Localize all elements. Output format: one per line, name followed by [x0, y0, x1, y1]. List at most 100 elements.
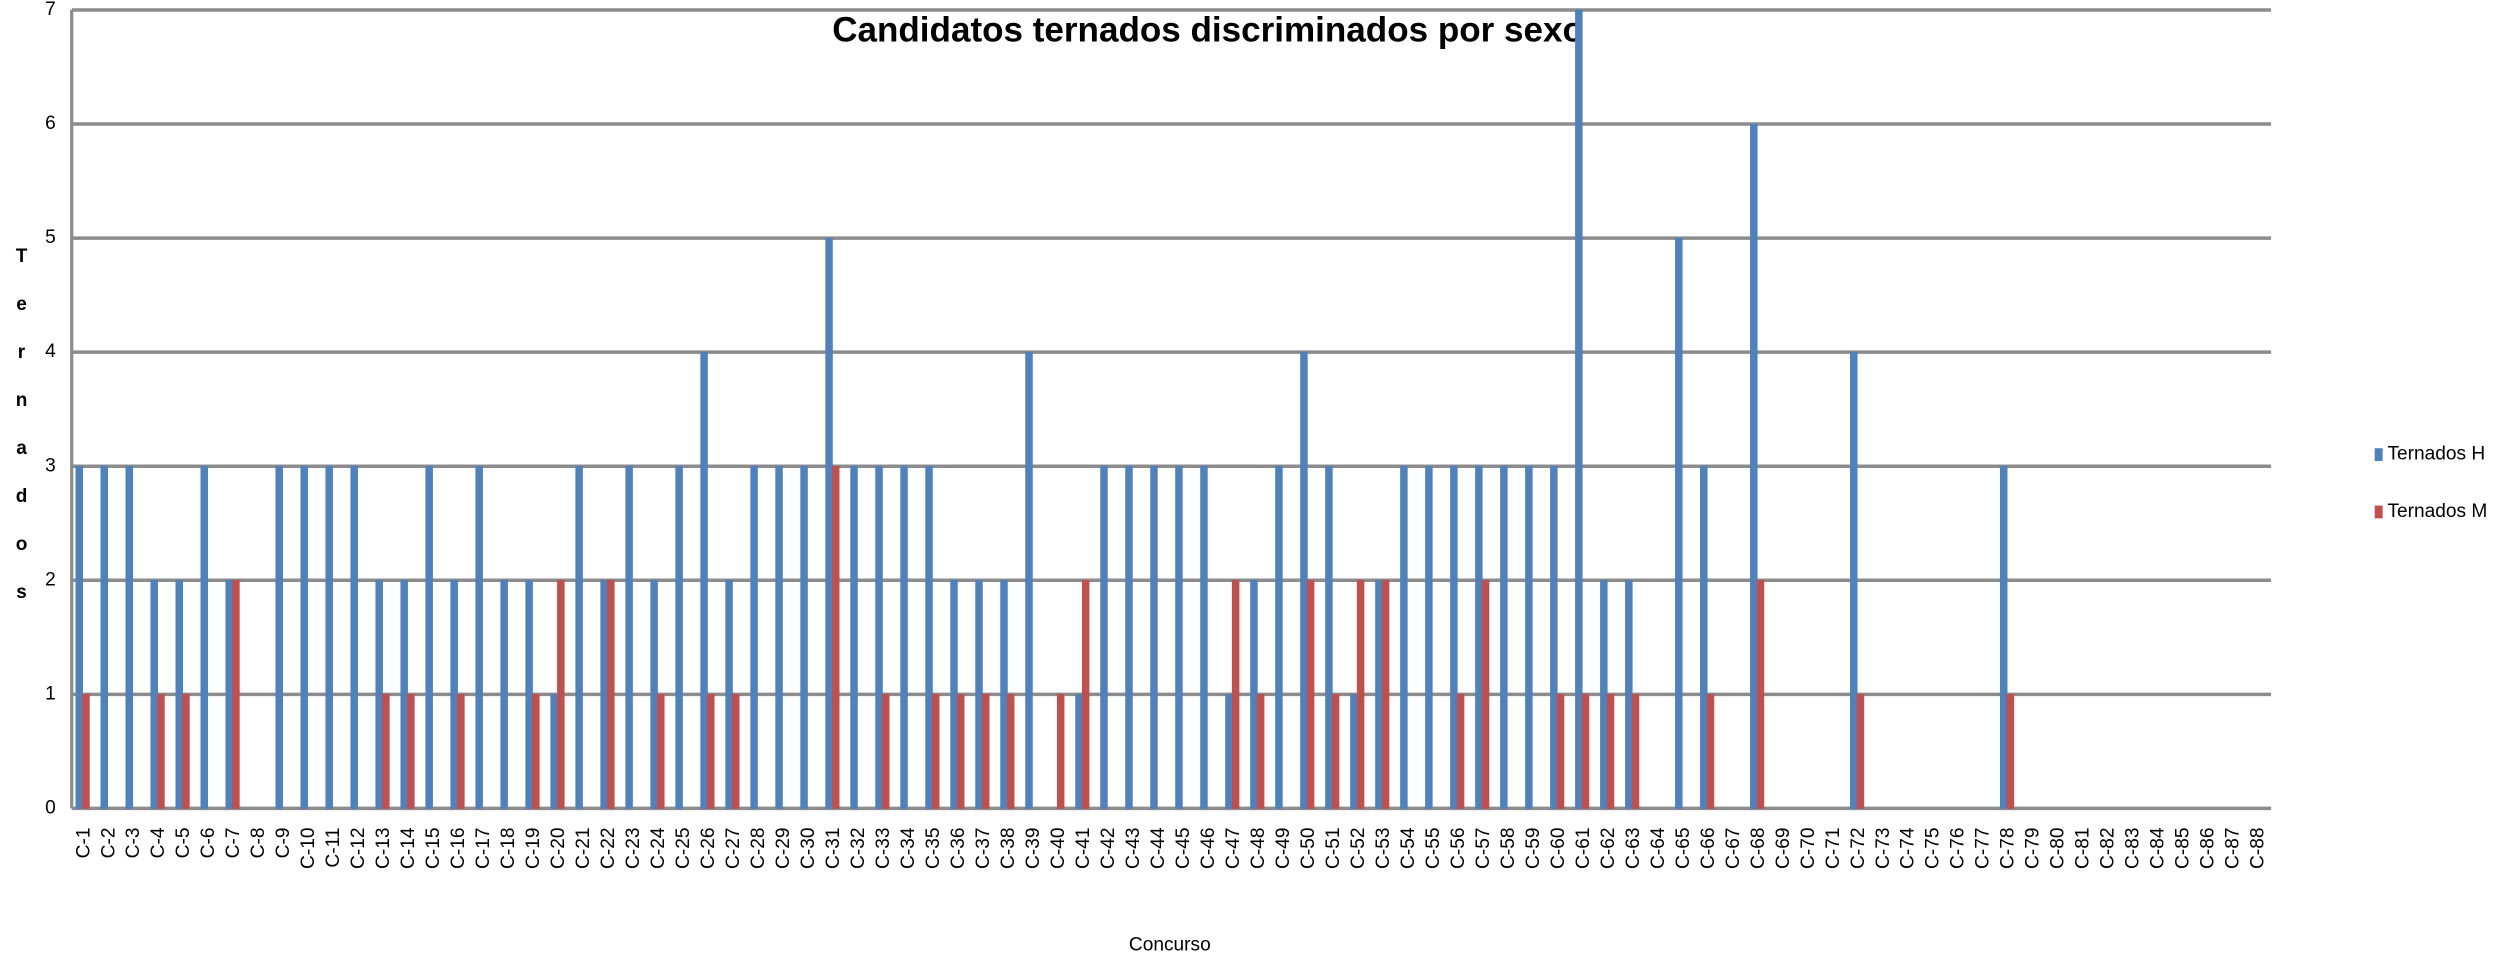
x-tick-label: C-25 — [673, 828, 694, 869]
bar — [1275, 465, 1283, 809]
bar — [1756, 579, 1765, 809]
x-tick-label: C-2 — [98, 828, 119, 859]
bar — [1850, 351, 1858, 809]
bar — [232, 579, 240, 809]
bar — [82, 693, 90, 809]
bar — [700, 351, 708, 809]
bar — [450, 579, 458, 809]
x-tick-label: C-48 — [1248, 828, 1269, 869]
x-tick-label: C-43 — [1123, 828, 1144, 869]
bar — [1500, 465, 1508, 809]
x-tick-label: C-30 — [798, 828, 819, 869]
x-tick-label: C-59 — [1523, 828, 1544, 869]
bar — [1581, 693, 1590, 809]
legend-swatch — [2374, 448, 2383, 461]
x-tick-label: C-73 — [1873, 828, 1894, 869]
x-tick-label: C-52 — [1348, 828, 1369, 869]
bar — [1456, 693, 1465, 809]
x-tick-label: C-21 — [573, 828, 594, 869]
bar — [75, 465, 84, 809]
bar — [1300, 351, 1308, 809]
bar — [1556, 693, 1565, 809]
x-tick-label: C-88 — [2248, 828, 2269, 869]
bar — [325, 465, 333, 809]
x-tick-label: C-22 — [598, 828, 619, 869]
legend-label: Ternados H — [2387, 444, 2485, 465]
x-tick-label: C-13 — [373, 828, 394, 869]
bar — [1575, 9, 1583, 809]
legend-label: Ternados M — [2387, 501, 2487, 522]
bar — [1056, 693, 1065, 809]
bar — [1175, 465, 1183, 809]
x-tick-label: C-54 — [1398, 827, 1419, 869]
x-tick-label: C-23 — [623, 828, 644, 869]
bar — [575, 465, 583, 809]
y-tick-label: 0 — [45, 797, 56, 818]
x-tick-label: C-31 — [823, 828, 844, 869]
bar — [1331, 693, 1340, 809]
bar — [657, 693, 665, 809]
x-tick-label: C-61 — [1573, 828, 1594, 869]
bar — [956, 693, 965, 809]
x-tick-label: C-45 — [1173, 828, 1194, 869]
bar — [1600, 579, 1608, 809]
bar — [1856, 693, 1865, 809]
bar — [1700, 465, 1708, 809]
x-tick-label: C-77 — [1973, 828, 1994, 869]
x-tick-label: C-71 — [1823, 828, 1844, 869]
bar — [525, 579, 533, 809]
x-tick-label: C-26 — [698, 828, 719, 869]
bar — [1675, 237, 1683, 809]
bar — [800, 465, 808, 809]
bar — [275, 465, 283, 809]
bar — [1356, 579, 1365, 809]
bar — [1025, 351, 1033, 809]
x-tick-label: C-70 — [1798, 828, 1819, 869]
x-tick-label: C-34 — [898, 827, 919, 869]
x-tick-label: C-83 — [2123, 828, 2144, 869]
x-tick-label: C-75 — [1923, 828, 1944, 869]
x-tick-label: C-8 — [248, 828, 269, 859]
x-tick-label: C-84 — [2148, 827, 2169, 869]
x-tick-label: C-63 — [1623, 828, 1644, 869]
bar — [1125, 465, 1133, 809]
bar — [1325, 465, 1333, 809]
x-tick-label: C-11 — [323, 828, 344, 868]
x-tick-label: C-33 — [873, 828, 894, 869]
bar — [100, 465, 109, 809]
bar — [832, 465, 840, 809]
x-tick-label: C-42 — [1098, 828, 1119, 869]
bar — [1225, 693, 1233, 809]
bar — [732, 693, 740, 809]
y-tick-label: 2 — [45, 569, 56, 590]
x-tick-label: C-35 — [923, 828, 944, 869]
bar — [1375, 579, 1383, 809]
y-tick-label: 5 — [45, 227, 56, 248]
x-tick-label: C-53 — [1373, 828, 1394, 869]
x-tick-label: C-15 — [423, 828, 444, 869]
bar — [1481, 579, 1490, 809]
bar — [375, 579, 383, 809]
y-tick-label: 6 — [45, 113, 56, 134]
x-tick-label: C-50 — [1298, 828, 1319, 869]
bar — [475, 465, 483, 809]
bar — [875, 465, 883, 809]
bar — [975, 579, 983, 809]
bar — [157, 693, 165, 809]
bar — [407, 693, 415, 809]
x-tick-label: C-64 — [1648, 827, 1669, 869]
x-tick-label: C-28 — [748, 828, 769, 869]
x-tick-label: C-85 — [2173, 828, 2194, 869]
bar — [1256, 693, 1265, 809]
bar — [1525, 465, 1533, 809]
x-tick-label: C-79 — [2023, 828, 2044, 869]
x-tick-label: C-7 — [223, 828, 244, 859]
x-tick-label: C-76 — [1948, 828, 1969, 869]
x-tick-label: C-69 — [1773, 828, 1794, 869]
x-tick-label: C-55 — [1423, 828, 1444, 869]
bar — [1750, 123, 1758, 809]
x-tick-label: C-14 — [398, 827, 419, 869]
x-tick-label: C-19 — [523, 828, 544, 869]
bar — [1150, 465, 1158, 809]
